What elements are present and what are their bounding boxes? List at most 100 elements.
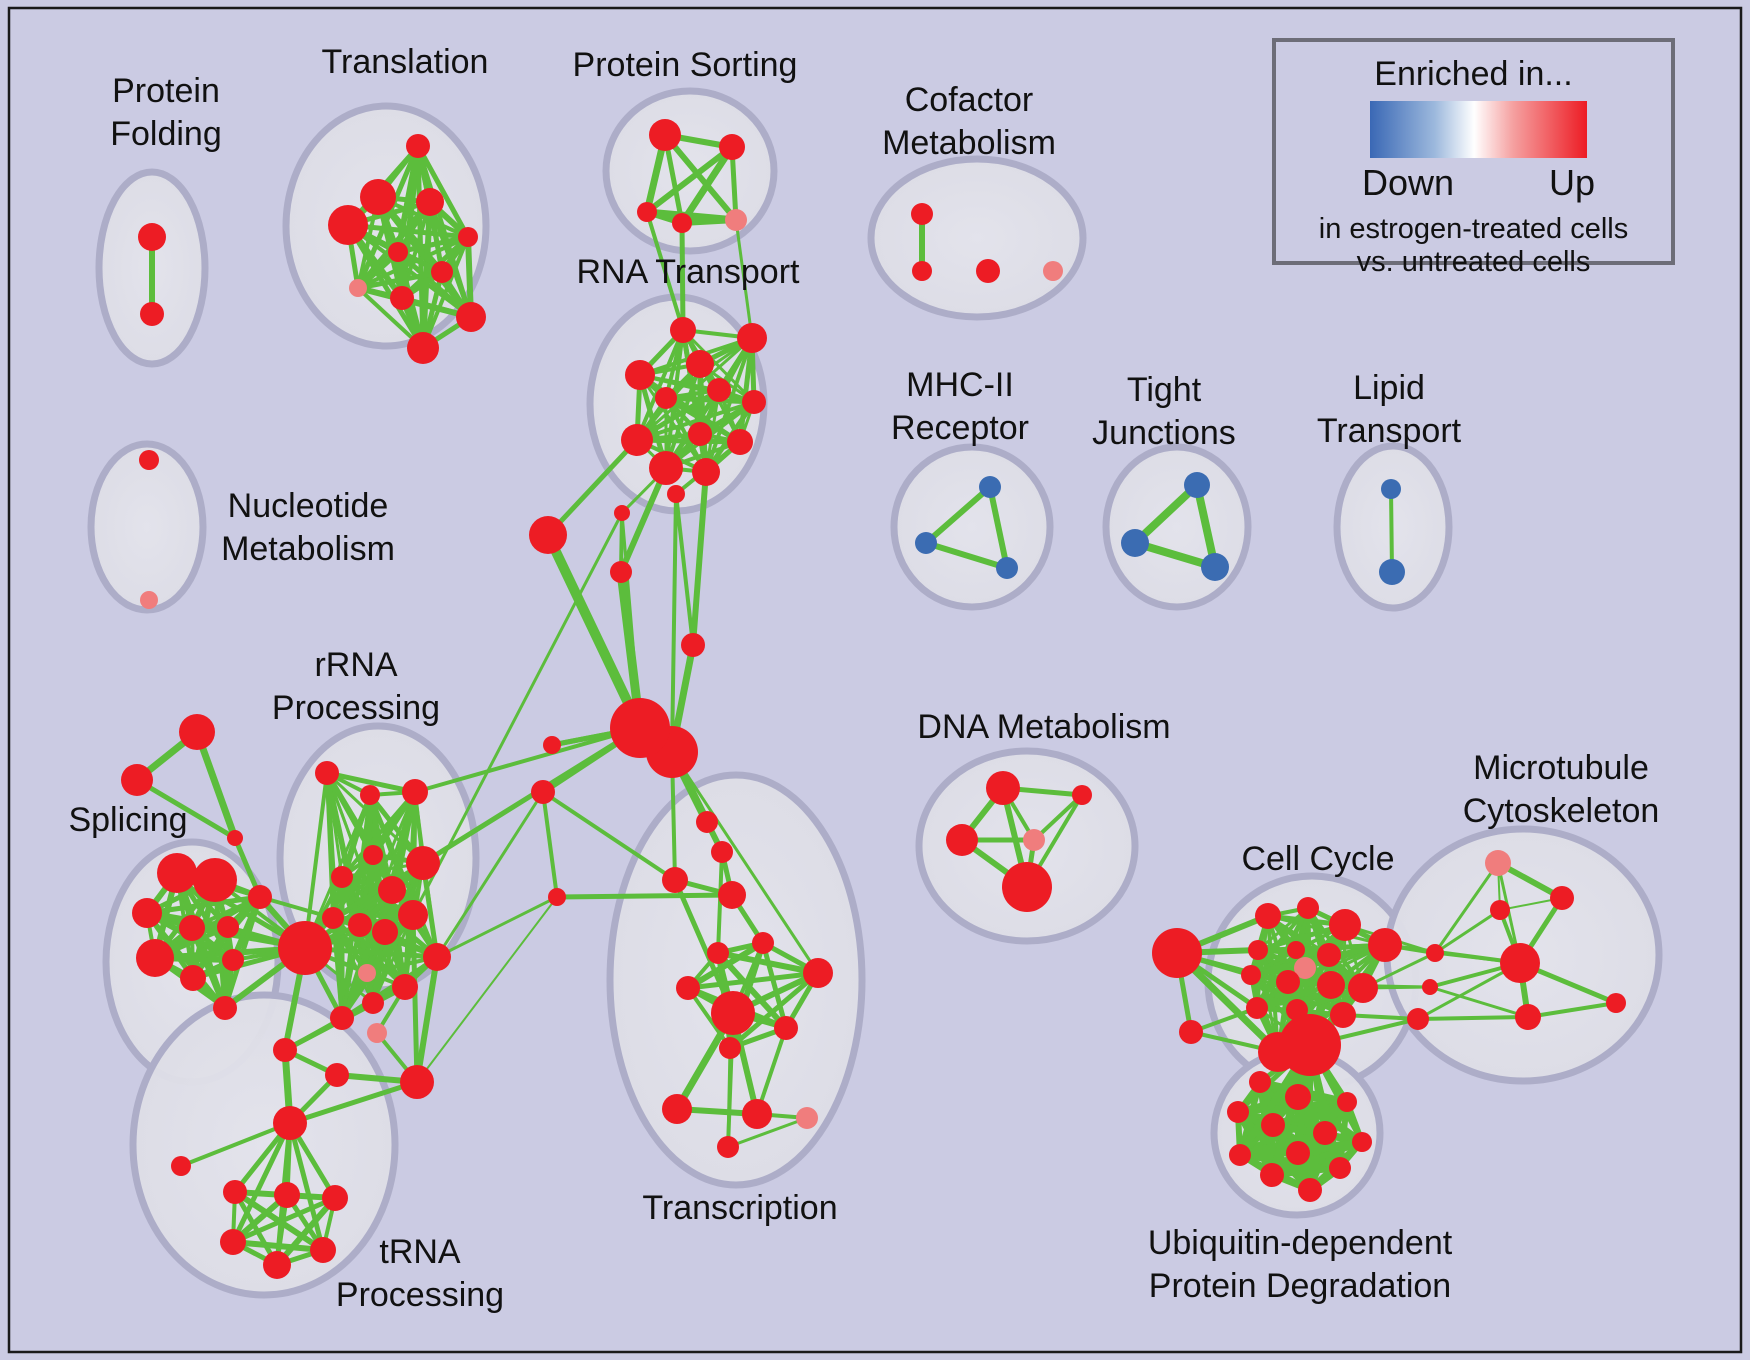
node-mth [1500,943,1540,983]
edge [414,954,440,1085]
node-sp8 [222,949,244,971]
node-ms1 [1426,944,1444,962]
legend-title: Enriched in... [1374,55,1573,93]
node-tx5 [774,1016,798,1040]
node-hub1 [278,921,332,975]
node-cy10 [1241,965,1261,985]
node-cc2 [614,505,630,521]
node-tl11 [407,332,439,364]
node-tj1 [1184,472,1210,498]
mesh-edge-rrna-processing [340,923,362,1020]
edge [1383,943,1522,965]
node-sp4 [179,915,205,941]
node-tr3 [274,1182,300,1208]
node-ub5 [1261,1113,1285,1137]
mesh-edge-protein-sorting [644,144,735,215]
node-rr4 [331,866,353,888]
mesh-edge-transcription-core [686,986,732,1050]
node-cy17 [1179,1020,1203,1044]
node-ms3 [1407,1008,1429,1030]
node-cm3 [976,259,1000,283]
mesh-edge-transcription-core [760,940,789,1031]
node-mt4 [1515,1004,1541,1030]
node-cn2 [531,780,555,804]
node-tl10 [456,302,486,332]
edge [410,912,420,1085]
node-tr5 [220,1229,246,1255]
cluster-label-mhc-ii-receptor-line2: Receptor [891,409,1029,447]
node-trh [273,1106,307,1140]
node-rrp [358,964,376,982]
node-nm1 [139,450,159,470]
edge [541,790,559,899]
node-rr8 [322,907,344,929]
node-tx4 [676,976,700,1000]
cluster-ellipse-mhc-ii-receptor [890,443,1054,611]
edge [413,726,642,794]
node-ub1 [1249,1071,1271,1093]
node-hub2 [610,698,670,758]
edge [987,484,1010,571]
node-rt1 [670,317,696,343]
edge [541,790,677,882]
node-rt11 [649,451,683,485]
node-dm4 [1023,829,1045,851]
node-tr2 [223,1180,247,1204]
node-dm1 [986,771,1020,805]
node-ms2 [1422,979,1438,995]
node-rt2 [737,323,767,353]
node-bh1 [1279,1014,1341,1076]
node-sp7 [180,965,206,991]
node-tl9 [390,286,414,310]
cluster-label-protein-folding-line2: Folding [110,115,222,153]
cluster-label-nucleotide-metabolism-line2: Metabolism [221,530,395,568]
node-ccbig [529,516,567,554]
node-tj2 [1121,529,1149,557]
edge [543,530,645,733]
node-tl3 [416,188,444,216]
cluster-ellipse-trna-processing [129,991,399,1299]
node-rr6 [378,876,406,904]
node-tx10 [717,1136,739,1158]
legend-subtitle-1: in estrogen-treated cells [1318,213,1629,245]
node-cc4 [681,633,705,657]
edge [411,511,624,917]
mesh-edge-rna-transport [634,387,722,443]
node-lt1 [1381,479,1401,499]
node-mh1 [979,476,1001,498]
node-ub2 [1285,1084,1311,1110]
node-sp2 [193,858,237,902]
node-tx7 [662,1094,692,1124]
edge [670,750,820,975]
mesh-edge-rna-transport [634,437,743,445]
cluster-label-cofactor-metabolism-line1: Cofactor [905,81,1034,119]
node-pf1 [138,223,166,251]
cluster-ellipse-tight-junctions [1102,443,1252,611]
mesh-edge-transcription-core [685,970,821,991]
edge [287,1120,326,1253]
edge [923,540,1010,571]
cluster-label-protein-sorting: Protein Sorting [573,46,798,84]
node-tj3 [1201,553,1229,581]
node-rt8 [621,424,653,456]
node-t1 [179,714,215,750]
legend: Enriched in... Down Up in estrogen-treat… [1272,38,1675,278]
node-br2 [325,1063,349,1087]
cluster-label-rna-transport: RNA Transport [577,253,801,291]
node-ub6 [1313,1121,1337,1145]
node-tl7 [431,261,453,283]
node-txh [711,991,755,1035]
edge [230,1120,293,1245]
edge [1526,1001,1618,1019]
node-cn4 [696,811,718,833]
edge [645,210,685,332]
node-tx1 [707,942,729,964]
node-sp10 [248,885,272,909]
node-rr3 [402,779,428,805]
node-sp3 [132,898,162,928]
node-br1 [273,1038,297,1062]
cluster-label-cofactor-metabolism-line2: Metabolism [882,124,1056,162]
node-ub4 [1227,1101,1249,1123]
node-tx8 [742,1099,772,1129]
node-cc3 [610,561,632,583]
